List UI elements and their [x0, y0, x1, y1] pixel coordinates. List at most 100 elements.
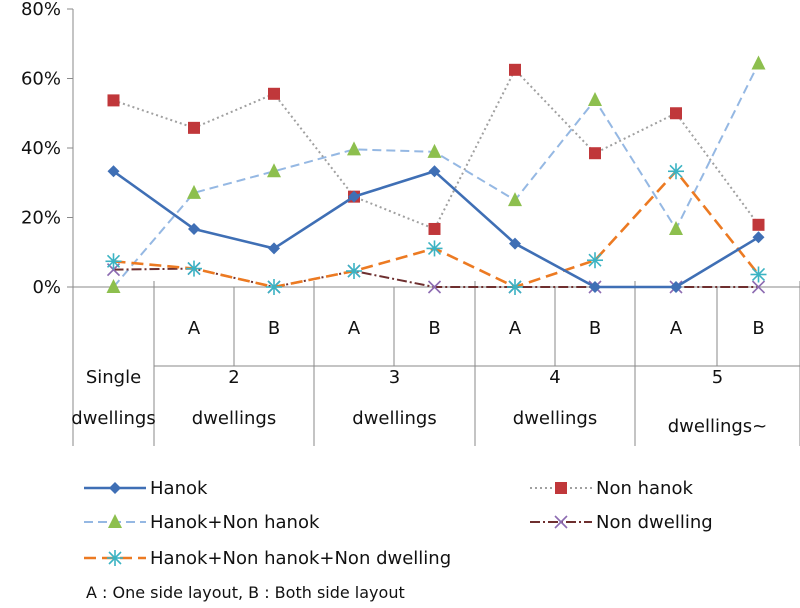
- marker-square: [188, 121, 200, 134]
- marker-triangle: [427, 143, 442, 158]
- legend-item: Non hanok: [530, 478, 693, 499]
- marker-diamond: [589, 281, 601, 293]
- marker-diamond: [509, 237, 521, 250]
- footnote: A : One side layout, B : Both side layou…: [86, 583, 405, 602]
- marker-star: [588, 253, 602, 267]
- legend-label: Hanok: [150, 478, 208, 499]
- data-point-marker: [428, 165, 441, 178]
- data-point-marker: [588, 92, 602, 107]
- category-label-line2: dwellings: [192, 408, 276, 429]
- category-label-line1: Single: [86, 367, 141, 388]
- data-point-marker: [670, 281, 682, 293]
- y-tick-label: 20%: [21, 208, 61, 229]
- data-point-marker: [668, 163, 684, 180]
- marker-star: [347, 264, 361, 278]
- data-point-marker: [554, 515, 568, 529]
- category-label-line1: 3: [389, 367, 400, 388]
- data-point-marker: [669, 220, 683, 235]
- marker-diamond: [348, 190, 360, 203]
- marker-triangle: [669, 220, 683, 235]
- data-point-marker: [188, 222, 200, 235]
- data-point-marker: [108, 514, 122, 528]
- marker-square: [752, 218, 765, 231]
- data-point-marker: [106, 279, 121, 293]
- marker-triangle: [588, 92, 602, 107]
- legend-item: Hanok: [84, 478, 208, 499]
- marker-star: [751, 267, 766, 282]
- subcategory-label: B: [589, 318, 601, 339]
- marker-diamond: [109, 482, 121, 494]
- marker-square: [107, 94, 120, 107]
- data-point-marker: [346, 263, 362, 280]
- data-point-marker: [427, 280, 442, 294]
- marker-square: [509, 63, 521, 76]
- data-point-marker: [107, 94, 120, 107]
- marker-star: [669, 164, 683, 178]
- marker-star: [106, 254, 121, 268]
- data-point-marker: [555, 482, 567, 494]
- marker-x: [751, 280, 766, 294]
- data-point-marker: [589, 147, 601, 160]
- legend-label: Hanok+Non hanok: [150, 512, 320, 533]
- data-point-marker: [509, 63, 521, 76]
- data-point-marker: [266, 279, 282, 295]
- marker-triangle: [108, 514, 122, 528]
- legend-label: Non dwelling: [596, 512, 713, 533]
- series-hanok-non-hanok-non-dwelling: [105, 163, 767, 295]
- legend-item: Hanok+Non hanok+Non dwelling: [84, 548, 451, 569]
- marker-diamond: [752, 231, 765, 244]
- y-tick-label: 80%: [21, 0, 61, 20]
- data-point-marker: [109, 482, 121, 494]
- data-point-marker: [751, 280, 766, 294]
- marker-star: [508, 280, 522, 294]
- data-point-marker: [268, 87, 280, 100]
- marker-triangle: [267, 163, 281, 178]
- marker-diamond: [268, 242, 280, 255]
- category-label-line2: dwellings: [71, 408, 155, 429]
- data-point-marker: [589, 281, 601, 293]
- legend-label: Non hanok: [596, 478, 693, 499]
- y-tick-label: 60%: [21, 69, 61, 90]
- legend-label: Hanok+Non hanok+Non dwelling: [150, 548, 451, 569]
- data-point-marker: [187, 184, 201, 199]
- series-hanok: [107, 165, 765, 293]
- marker-triangle: [508, 192, 522, 207]
- category-label-line2: dwellings: [352, 408, 436, 429]
- subcategory-label: A: [188, 318, 201, 339]
- legend-item: Non dwelling: [530, 512, 713, 533]
- data-point-marker: [347, 141, 361, 156]
- subcategory-label: A: [670, 318, 683, 339]
- marker-triangle: [751, 55, 766, 70]
- marker-square: [268, 87, 280, 100]
- marker-x: [427, 280, 442, 294]
- category-label-line1: 5: [712, 367, 723, 388]
- category-label-line1: 2: [228, 367, 239, 388]
- data-point-marker: [507, 279, 523, 295]
- marker-star: [108, 551, 122, 565]
- data-point-marker: [670, 107, 682, 120]
- marker-square: [670, 107, 682, 120]
- data-point-marker: [427, 143, 442, 158]
- marker-triangle: [347, 141, 361, 156]
- data-point-marker: [267, 163, 281, 178]
- series-layer: [105, 55, 767, 295]
- legend: Hanok Non hanok Hanok+Non hanok Non dwellin…: [84, 478, 713, 569]
- marker-triangle: [187, 184, 201, 199]
- data-point-marker: [107, 165, 120, 178]
- data-point-marker: [348, 190, 360, 203]
- subcategory-label: A: [509, 318, 522, 339]
- series-hanok-non-hanok: [106, 55, 766, 293]
- data-point-marker: [587, 252, 603, 269]
- marker-x: [554, 515, 568, 529]
- marker-diamond: [188, 222, 200, 235]
- data-point-marker: [750, 266, 767, 283]
- marker-diamond: [428, 165, 441, 178]
- legend-item: Hanok+Non hanok: [84, 512, 320, 533]
- subcategory-label: B: [428, 318, 440, 339]
- category-label-line1: 4: [549, 367, 560, 388]
- data-point-marker: [428, 222, 441, 235]
- series-non-dwelling: [106, 262, 766, 294]
- data-point-marker: [751, 55, 766, 70]
